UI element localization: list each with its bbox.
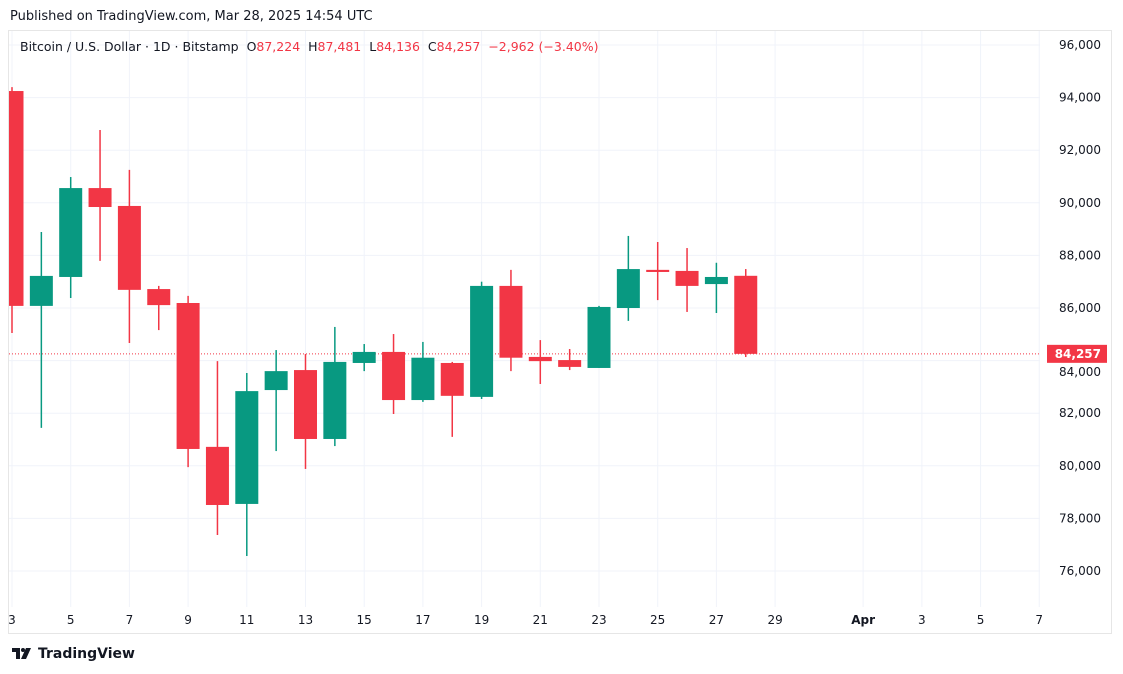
x-tick-label: 29 — [767, 613, 782, 627]
candle-body — [734, 275, 758, 354]
candle-body — [646, 269, 670, 272]
chart-frame — [8, 30, 1112, 634]
x-tick-label: 19 — [474, 613, 489, 627]
open-value: 87,224 — [256, 39, 301, 54]
y-tick-label: 84,000 — [1059, 365, 1101, 379]
x-tick-label: 5 — [977, 613, 985, 627]
candle-body — [704, 276, 728, 285]
x-tick-label: 11 — [239, 613, 254, 627]
x-tick-label: 17 — [415, 613, 430, 627]
candle-body — [558, 360, 582, 367]
candle-body — [29, 275, 53, 306]
candle-body — [88, 188, 112, 208]
candle-body — [440, 362, 464, 396]
candle-body — [147, 289, 171, 306]
y-tick-label: 96,000 — [1059, 38, 1101, 52]
candle-body — [411, 357, 435, 401]
grid — [9, 31, 1040, 607]
x-tick-label: 25 — [650, 613, 665, 627]
y-tick-label: 92,000 — [1059, 143, 1101, 157]
candle-body — [470, 285, 494, 397]
candle-body — [499, 285, 523, 358]
footer-brand[interactable]: TradingView — [12, 646, 135, 662]
x-tick-label: 5 — [67, 613, 75, 627]
open-label: O — [246, 39, 257, 54]
candle-body — [382, 351, 406, 401]
brand-name: TradingView — [38, 646, 135, 662]
candles — [9, 87, 1040, 557]
time-axis: 3 5 7 9 11 13 15 17 19 21 23 25 27 29 Apr 3 5 7 — [8, 613, 1043, 627]
price-axis: 96,000 94,000 92,000 90,000 88,000 86,000 84,0… — [1047, 38, 1107, 578]
close-value: 84,257 — [436, 39, 481, 54]
change-value: −2,962 (−3.40%) — [488, 39, 599, 54]
y-tick-label: 82,000 — [1059, 406, 1101, 420]
x-tick-label: 13 — [298, 613, 313, 627]
symbol-legend: Bitcoin / U.S. Dollar · 1D · Bitstamp O8… — [20, 39, 599, 54]
candle-body — [264, 371, 288, 391]
close-label: C — [427, 39, 437, 54]
x-tick-label: 27 — [709, 613, 724, 627]
high-label: H — [308, 39, 318, 54]
x-tick-label: 23 — [591, 613, 606, 627]
candle-body — [176, 303, 200, 449]
candle-body — [294, 370, 317, 439]
y-tick-label: 78,000 — [1059, 511, 1101, 525]
candle-body — [616, 269, 640, 308]
tradingview-logo-icon — [12, 648, 31, 659]
y-tick-label: 90,000 — [1059, 196, 1101, 210]
candle-body — [9, 91, 24, 306]
symbol-title: Bitcoin / U.S. Dollar · 1D · Bitstamp — [20, 39, 239, 54]
published-caption: Published on TradingView.com, Mar 28, 20… — [10, 9, 373, 24]
y-tick-label: 80,000 — [1059, 459, 1101, 473]
candle-body — [323, 361, 347, 439]
x-tick-label: 21 — [533, 613, 548, 627]
y-tick-label: 86,000 — [1059, 301, 1101, 315]
last-price-label: 84,257 — [1055, 347, 1101, 361]
y-tick-label: 94,000 — [1059, 91, 1101, 105]
candle-body — [117, 205, 141, 290]
y-tick-label: 88,000 — [1059, 248, 1101, 262]
low-value: 84,136 — [376, 39, 420, 54]
x-tick-label: 7 — [1035, 613, 1043, 627]
candle-body — [352, 351, 376, 363]
candle-body — [205, 446, 229, 505]
x-tick-label: 7 — [126, 613, 134, 627]
y-tick-label: 76,000 — [1059, 564, 1101, 578]
candle-body — [235, 391, 259, 504]
last-price-badge — [1047, 344, 1107, 363]
candle-body — [59, 188, 83, 277]
x-tick-label: 3 — [8, 613, 16, 627]
high-value: 87,481 — [317, 39, 362, 54]
x-tick-label: 15 — [357, 613, 372, 627]
candle-body — [675, 270, 699, 286]
x-tick-label: 3 — [918, 613, 926, 627]
candle-body — [587, 306, 611, 368]
candle-body — [528, 356, 552, 362]
low-label: L — [369, 39, 377, 54]
x-tick-label: 9 — [184, 613, 192, 627]
x-tick-label: Apr — [851, 613, 875, 627]
